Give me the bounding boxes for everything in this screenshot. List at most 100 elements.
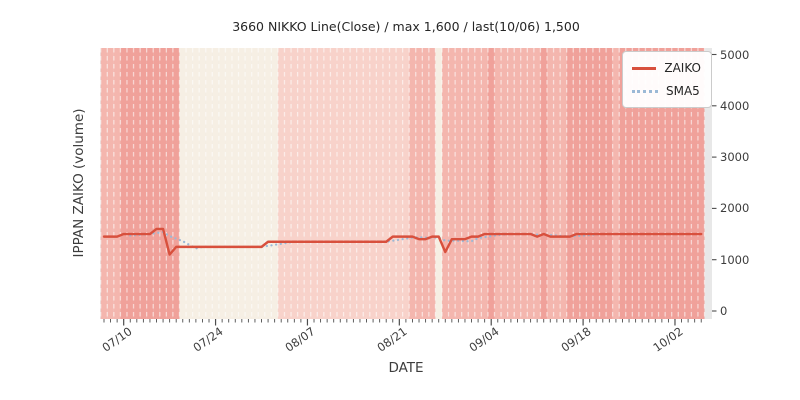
heat-stripe [415, 48, 423, 319]
heat-stripe [343, 48, 351, 319]
heat-stripe [678, 48, 685, 319]
heat-stripe [468, 48, 475, 319]
heat-stripe [619, 48, 626, 319]
heat-stripe [652, 48, 659, 319]
heat-stripe [218, 48, 226, 319]
heat-stripe [461, 48, 469, 319]
heat-stripe [428, 48, 436, 319]
heat-stripe [120, 48, 127, 319]
heat-stripe [107, 48, 114, 319]
chart-title: 3660 NIKKO Line(Close) / max 1,600 / las… [232, 19, 580, 34]
heat-stripe [481, 48, 488, 319]
heat-stripe [514, 48, 521, 319]
y-tick-label: 2000 [720, 201, 750, 216]
heat-stripe [638, 48, 646, 319]
heat-stripe [396, 48, 403, 319]
heat-stripe [671, 48, 679, 319]
y-tick-label: 4000 [720, 98, 750, 113]
heat-stripe [547, 48, 554, 319]
heat-stripe [251, 48, 259, 319]
heat-stripe [330, 48, 337, 319]
heat-stripe [592, 48, 600, 319]
heat-stripe [126, 48, 134, 319]
heat-stripe [225, 48, 232, 319]
heat-stripe [363, 48, 370, 319]
heat-stripe [146, 48, 154, 319]
y-axis-label: IPPAN ZAIKO (volume) [71, 108, 87, 258]
heat-stripe [599, 48, 607, 319]
heat-stripe [166, 48, 173, 319]
heat-stripe [323, 48, 331, 319]
heat-stripe [317, 48, 324, 319]
heat-stripe [159, 48, 167, 319]
heat-stripe [422, 48, 429, 319]
heat-stripe [409, 48, 416, 319]
heat-stripe [632, 48, 639, 319]
y-tick-label: 1000 [720, 252, 750, 267]
heat-stripe [284, 48, 292, 319]
heat-stripe [435, 48, 442, 319]
heat-stripe [133, 48, 141, 319]
sma5-line-sample-icon [632, 89, 658, 93]
heat-stripe [553, 48, 561, 319]
heat-stripe [258, 48, 265, 319]
zaiko-line-sample-icon [632, 66, 657, 70]
heat-stripe [474, 48, 482, 319]
heat-stripe [212, 48, 219, 319]
y-tick-label: 5000 [720, 47, 750, 62]
x-axis-label: DATE [388, 360, 424, 376]
heat-stripe [533, 48, 541, 319]
heat-stripe [560, 48, 567, 319]
y-tick-label: 0 [720, 304, 728, 318]
heat-stripe [527, 48, 534, 319]
heat-stripe [448, 48, 456, 319]
heat-stripe [573, 48, 580, 319]
heat-stripe [494, 48, 502, 319]
heat-stripe [356, 48, 364, 319]
heat-stripe [350, 48, 357, 319]
heat-stripe [625, 48, 633, 319]
heat-stripe [579, 48, 587, 319]
heat-stripe [199, 48, 206, 319]
heat-stripe [310, 48, 318, 319]
heat-stripe [304, 48, 311, 319]
heat-stripe [487, 48, 495, 319]
legend-item-sma5: SMA5 [632, 84, 701, 98]
heat-stripe [402, 48, 410, 319]
heat-stripe [153, 48, 160, 319]
heat-stripe [501, 48, 508, 319]
heat-stripe [684, 48, 692, 319]
heat-stripe [606, 48, 613, 319]
heat-stripe [612, 48, 620, 319]
heat-stripe [691, 48, 698, 319]
heat-stripe [586, 48, 593, 319]
heat-stripe [566, 48, 574, 319]
legend-label-sma5: SMA5 [666, 84, 700, 98]
heat-stripe [179, 48, 187, 319]
heat-stripe [277, 48, 285, 319]
heat-stripe [238, 48, 246, 319]
heat-stripe [389, 48, 397, 319]
legend-item-zaiko: ZAIKO [632, 61, 701, 75]
heat-stripe [100, 48, 108, 319]
heat-stripe [245, 48, 252, 319]
heat-stripe [658, 48, 666, 319]
heat-stripe [376, 48, 383, 319]
heat-stripe [113, 48, 121, 319]
heat-stripe [382, 48, 390, 319]
heat-stripe [264, 48, 272, 319]
heat-stripe [172, 48, 180, 319]
heat-stripe [140, 48, 147, 319]
zaiko-line [102, 227, 703, 256]
heat-stripe [441, 48, 449, 319]
heat-stripe [186, 48, 193, 319]
heat-stripe [369, 48, 377, 319]
heat-stripe [297, 48, 305, 319]
heat-stripe [697, 48, 705, 319]
heat-stripe [520, 48, 528, 319]
heat-stripe [231, 48, 239, 319]
heat-stripe [291, 48, 298, 319]
heat-stripe [540, 48, 548, 319]
